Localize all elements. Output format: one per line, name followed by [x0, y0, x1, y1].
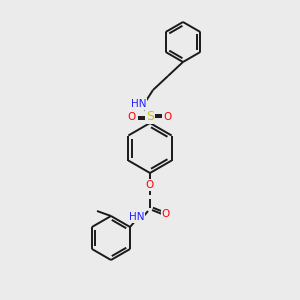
Text: O: O [146, 180, 154, 190]
Text: HN: HN [129, 212, 145, 222]
Text: O: O [128, 112, 136, 122]
Text: O: O [162, 209, 170, 219]
Text: O: O [164, 112, 172, 122]
Text: S: S [146, 110, 154, 124]
Text: HN: HN [131, 99, 147, 109]
